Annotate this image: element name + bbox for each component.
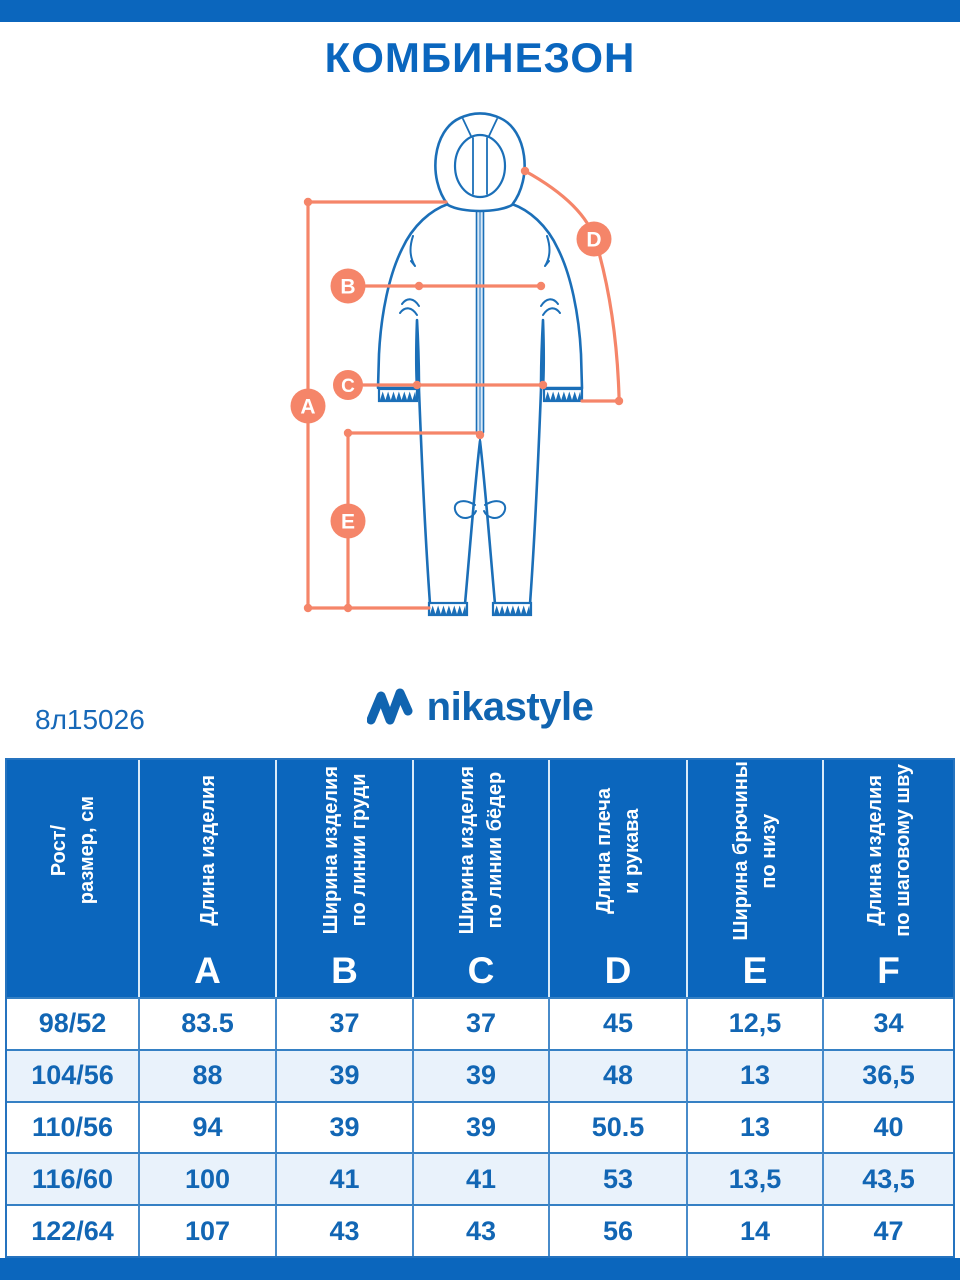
header-cell-f: Длина изделия по шаговому шву F [822, 760, 953, 997]
header-label: Рост/ размер, см [47, 796, 98, 905]
size-table: Рост/ размер, см Длина изделия A Ширина … [5, 758, 955, 1258]
value-cell: 37 [412, 997, 548, 1049]
value-cell: 94 [138, 1100, 275, 1153]
value-cell: 36,5 [822, 1048, 953, 1101]
value-cell: 56 [548, 1204, 686, 1256]
sleeve-cuff-left [377, 387, 419, 403]
measure-badge-a: A [290, 388, 326, 424]
value-cell: 41 [412, 1152, 548, 1205]
header-label: Длина изделия по шаговому шву [863, 764, 914, 937]
header-label: Длина плеча и рукава [593, 787, 643, 914]
value-cell: 100 [138, 1152, 275, 1205]
value-cell: 34 [822, 997, 953, 1049]
value-cell: 39 [412, 1048, 548, 1101]
value-cell: 47 [822, 1204, 953, 1256]
header-label: Ширина брючины по низу [730, 760, 780, 941]
header-label: Ширина изделия по линии груди [319, 766, 370, 935]
measure-badge-e: E [330, 503, 366, 539]
header-cell-a: Длина изделия A [138, 760, 275, 997]
pocket-details [399, 235, 561, 519]
value-cell: 39 [275, 1048, 412, 1101]
brand-logomark-icon [366, 688, 413, 725]
header-letter: A [194, 950, 221, 991]
zipper [475, 207, 485, 441]
hood [434, 112, 526, 213]
bottom-accent-bar [0, 1258, 960, 1280]
size-cell: 98/52 [7, 997, 138, 1049]
value-cell: 13 [686, 1100, 822, 1153]
value-cell: 53 [548, 1152, 686, 1205]
value-cell: 39 [275, 1100, 412, 1153]
value-cell: 12,5 [686, 997, 822, 1049]
svg-text:E: E [341, 511, 355, 534]
value-cell: 39 [412, 1100, 548, 1153]
size-cell: 116/60 [7, 1152, 138, 1205]
article-number: 8л15026 [35, 704, 145, 735]
page-title: КОМБИНЕЗОН [324, 34, 636, 81]
value-cell: 13 [686, 1048, 822, 1101]
value-cell: 43 [412, 1204, 548, 1256]
value-cell: 13,5 [686, 1152, 822, 1205]
ankle-cuff-left [427, 601, 469, 617]
brand-name: nikastyle [426, 684, 594, 729]
measurement-dots [303, 166, 624, 613]
svg-text:C: C [341, 376, 355, 397]
value-cell: 43 [275, 1204, 412, 1256]
header-cell-size: Рост/ размер, см [7, 760, 138, 997]
top-accent-bar [0, 0, 960, 22]
value-cell: 50.5 [548, 1100, 686, 1153]
header-cell-e: Ширина брючины по низу E [686, 760, 822, 997]
value-cell: 43,5 [822, 1152, 953, 1205]
ankle-cuff-right [491, 601, 533, 617]
sleeve-cuff-right [542, 387, 584, 403]
header-letter: B [331, 950, 358, 991]
header-letter: D [604, 950, 632, 991]
size-cell: 122/64 [7, 1204, 138, 1256]
size-cell: 110/56 [7, 1100, 138, 1153]
svg-text:B: B [340, 276, 355, 299]
header-cell-c: Ширина изделия по линии бёдер C [412, 760, 548, 997]
header-cell-b: Ширина изделия по линии груди B [275, 760, 412, 997]
value-cell: 88 [138, 1048, 275, 1101]
header-letter: E [742, 950, 768, 991]
value-cell: 83.5 [138, 997, 275, 1049]
svg-text:D: D [586, 229, 601, 252]
value-cell: 107 [138, 1204, 275, 1256]
value-cell: 48 [548, 1048, 686, 1101]
value-cell: 37 [275, 997, 412, 1049]
header-letter: C [467, 950, 495, 991]
jumpsuit-diagram: A B C D E [290, 112, 624, 617]
measure-badge-b: B [330, 268, 366, 304]
measure-badge-d: D [576, 221, 612, 257]
brand-logo: nikastyle [0, 682, 960, 732]
svg-text:A: A [300, 396, 315, 419]
value-cell: 40 [822, 1100, 953, 1153]
header-letter: F [877, 950, 900, 991]
header-label: Длина изделия [196, 775, 219, 926]
header-cell-d: Длина плеча и рукава D [548, 760, 686, 997]
value-cell: 14 [686, 1204, 822, 1256]
value-cell: 45 [548, 997, 686, 1049]
value-cell: 41 [275, 1152, 412, 1205]
header-label: Ширина изделия по линии бёдер [456, 766, 506, 935]
size-cell: 104/56 [7, 1048, 138, 1101]
measure-badge-c: C [333, 370, 363, 400]
